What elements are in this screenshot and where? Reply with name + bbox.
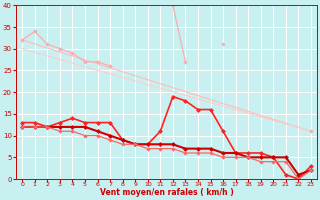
X-axis label: Vent moyen/en rafales ( km/h ): Vent moyen/en rafales ( km/h ) (100, 188, 234, 197)
